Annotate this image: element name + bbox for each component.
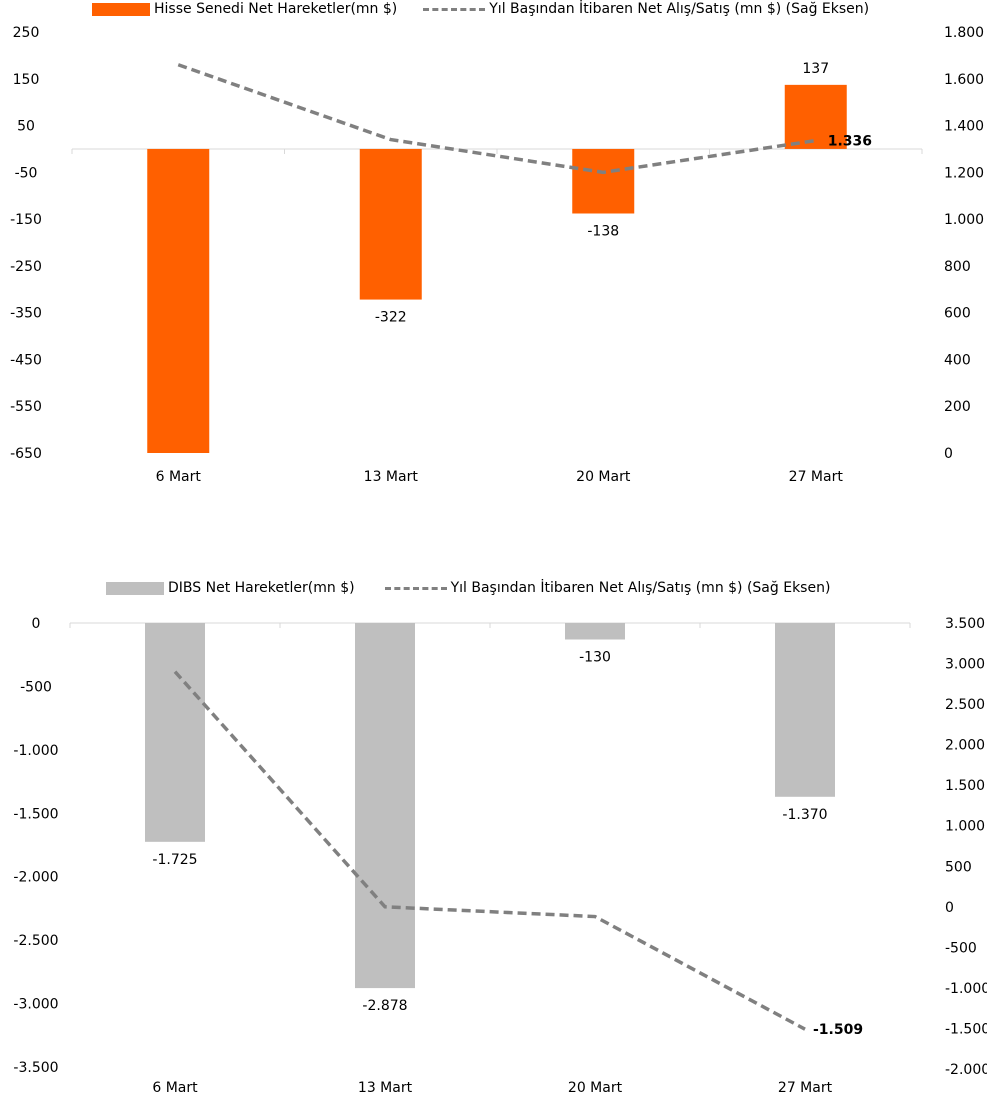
right-axis-tick-label: 500: [945, 859, 972, 875]
left-axis-tick-label: -3.500: [13, 1060, 58, 1076]
category-label: 13 Mart: [364, 469, 419, 485]
right-axis-tick-label: 1.500: [945, 778, 985, 794]
line-data-label: -1.509: [813, 1022, 863, 1038]
right-axis-tick-label: 0: [945, 900, 954, 916]
left-axis-tick-label: -650: [10, 446, 42, 462]
category-label: 6 Mart: [156, 469, 202, 485]
right-axis-tick-label: 1.400: [944, 119, 984, 135]
right-axis-tick-label: -1.000: [945, 981, 987, 997]
right-axis-tick-label: 2.000: [945, 738, 985, 754]
cumulative-line: [173, 670, 806, 1031]
category-label: 27 Mart: [778, 1080, 833, 1096]
bar: [147, 148, 210, 453]
category-label: 20 Mart: [576, 469, 631, 485]
category-label: 6 Mart: [152, 1080, 198, 1096]
category-label: 27 Mart: [789, 469, 844, 485]
left-axis-tick-label: 50: [17, 119, 35, 135]
chart2-plot: 0 -500 -1.000 -1.500 -2.000 -2.500 -3.000 -3.50…: [13, 616, 987, 1096]
right-axis-tick-label: 0: [944, 446, 953, 462]
line-legend-swatch: [423, 7, 486, 11]
cumulative-line: [177, 63, 817, 175]
left-axis-tick-label: -350: [10, 306, 42, 322]
bar: [572, 148, 635, 214]
bar: [145, 623, 205, 842]
right-axis-tick-label: 1.000: [944, 212, 984, 228]
right-axis-tick-label: -1.500: [945, 1021, 987, 1037]
category-label: 20 Mart: [568, 1080, 623, 1096]
dibs-flows-chart: DIBS Net Hareketler(mn $) Yıl Başından İ…: [0, 570, 987, 1099]
left-axis-tick-label: -250: [10, 259, 42, 275]
left-axis-tick-label: -550: [10, 399, 42, 415]
left-axis-tick-label: -50: [15, 165, 38, 181]
bar-data-label: -138: [587, 223, 619, 239]
left-axis-tick-label: -3.000: [13, 997, 58, 1013]
chart1-legend: Hisse Senedi Net Hareketler(mn $) Yıl Ba…: [92, 1, 869, 17]
line-legend-swatch: [384, 586, 447, 590]
right-axis-tick-label: 200: [944, 399, 971, 415]
right-axis-tick-label: 600: [944, 306, 971, 322]
right-axis-tick-label: 1.800: [944, 25, 984, 41]
bar-data-label: -1.725: [152, 852, 197, 868]
bar: [565, 623, 625, 640]
bar-legend-swatch: [92, 2, 150, 16]
right-axis-tick-label: 3.000: [945, 657, 985, 673]
left-axis-tick-label: -2.000: [13, 870, 58, 886]
left-axis-tick-label: 150: [13, 72, 40, 88]
line-data-label: 1.336: [828, 134, 872, 150]
bar: [784, 84, 847, 149]
right-axis-tick-label: 1.600: [944, 72, 984, 88]
bar: [775, 623, 835, 797]
chart1-plot: 250 150 50 -50 -150 -250 -350 -450 -550 -650 1.800…: [10, 25, 984, 485]
right-axis-tick-label: -2.000: [945, 1062, 987, 1078]
equity-flows-chart: Hisse Senedi Net Hareketler(mn $) Yıl Ba…: [0, 0, 987, 500]
right-axis-tick-label: 800: [944, 259, 971, 275]
line-legend-label: Yıl Başından İtibaren Net Alış/Satış (mn…: [450, 580, 831, 596]
right-axis-tick-label: 3.500: [945, 616, 985, 632]
bar-legend-label: DIBS Net Hareketler(mn $): [168, 580, 355, 596]
bar-data-label: -1.370: [782, 807, 827, 823]
right-axis-tick-label: -500: [945, 940, 977, 956]
left-axis-tick-label: -450: [10, 352, 42, 368]
line-legend-label: Yıl Başından İtibaren Net Alış/Satış (mn…: [489, 1, 870, 17]
right-axis-tick-label: 400: [944, 352, 971, 368]
right-axis-tick-label: 1.200: [944, 165, 984, 181]
right-axis-tick-label: 2.500: [945, 697, 985, 713]
chart2-legend: DIBS Net Hareketler(mn $) Yıl Başından İ…: [106, 580, 830, 596]
left-axis-tick-label: -1.500: [13, 806, 58, 822]
bar-data-label: -322: [375, 310, 407, 326]
left-axis-tick-label: 250: [13, 25, 40, 41]
bar-data-label: -2.878: [362, 998, 407, 1014]
bar: [355, 623, 415, 989]
category-label: 13 Mart: [358, 1080, 413, 1096]
bar: [359, 148, 422, 300]
left-axis-tick-label: -2.500: [13, 933, 58, 949]
bar-legend-label: Hisse Senedi Net Hareketler(mn $): [154, 1, 398, 17]
bar-legend-swatch: [106, 581, 164, 595]
right-axis-tick-label: 1.000: [945, 819, 985, 835]
left-axis-tick-label: -1.000: [13, 743, 58, 759]
bar-data-label: -130: [579, 649, 611, 665]
left-axis-tick-label: 0: [32, 616, 41, 632]
bar-data-label: 137: [802, 61, 829, 77]
left-axis-tick-label: -150: [10, 212, 42, 228]
left-axis-tick-label: -500: [20, 679, 52, 695]
